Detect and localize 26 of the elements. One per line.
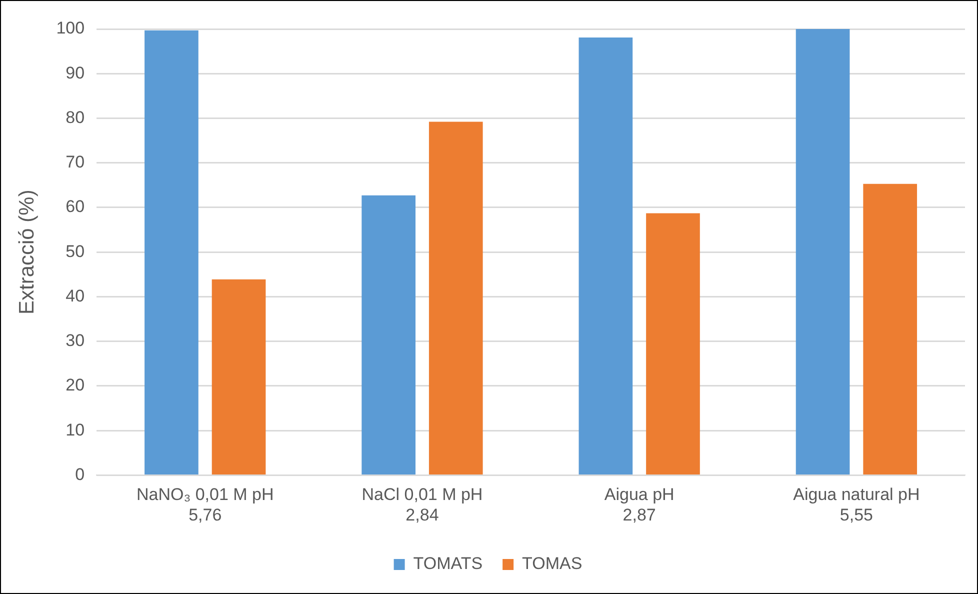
bar [212,279,266,474]
y-tick-label: 20 [66,376,85,395]
bar [428,122,483,474]
y-tick-label: 80 [66,108,85,127]
y-tick-label: 0 [75,464,85,484]
bar [796,29,850,474]
legend-label: TOMAS [522,554,582,574]
y-tick-label: 40 [66,286,85,306]
y-tick-label: 90 [66,63,85,82]
y-tick-label: 30 [66,331,85,350]
bar [144,30,198,474]
bar [863,184,918,474]
y-tick-label: 60 [66,197,85,216]
bar [578,37,633,474]
x-tick-label: Aigua pH 2,87 [604,485,674,524]
bar [646,213,700,474]
y-tick-label: 100 [56,18,85,38]
legend-label: TOMATS [413,554,483,574]
y-tick-label: 50 [66,242,85,261]
x-tick-label: Aigua natural pH 5,55 [793,485,920,524]
y-axis-title: Extracció (%) [15,190,38,315]
y-tick-label: 10 [66,420,85,440]
y-tick-label: 70 [66,152,85,172]
bar [362,195,416,474]
x-tick-label: NaNO₃ 0,01 M pH 5,76 [136,485,274,524]
x-tick-label: NaCl 0,01 M pH 2,84 [362,485,483,524]
